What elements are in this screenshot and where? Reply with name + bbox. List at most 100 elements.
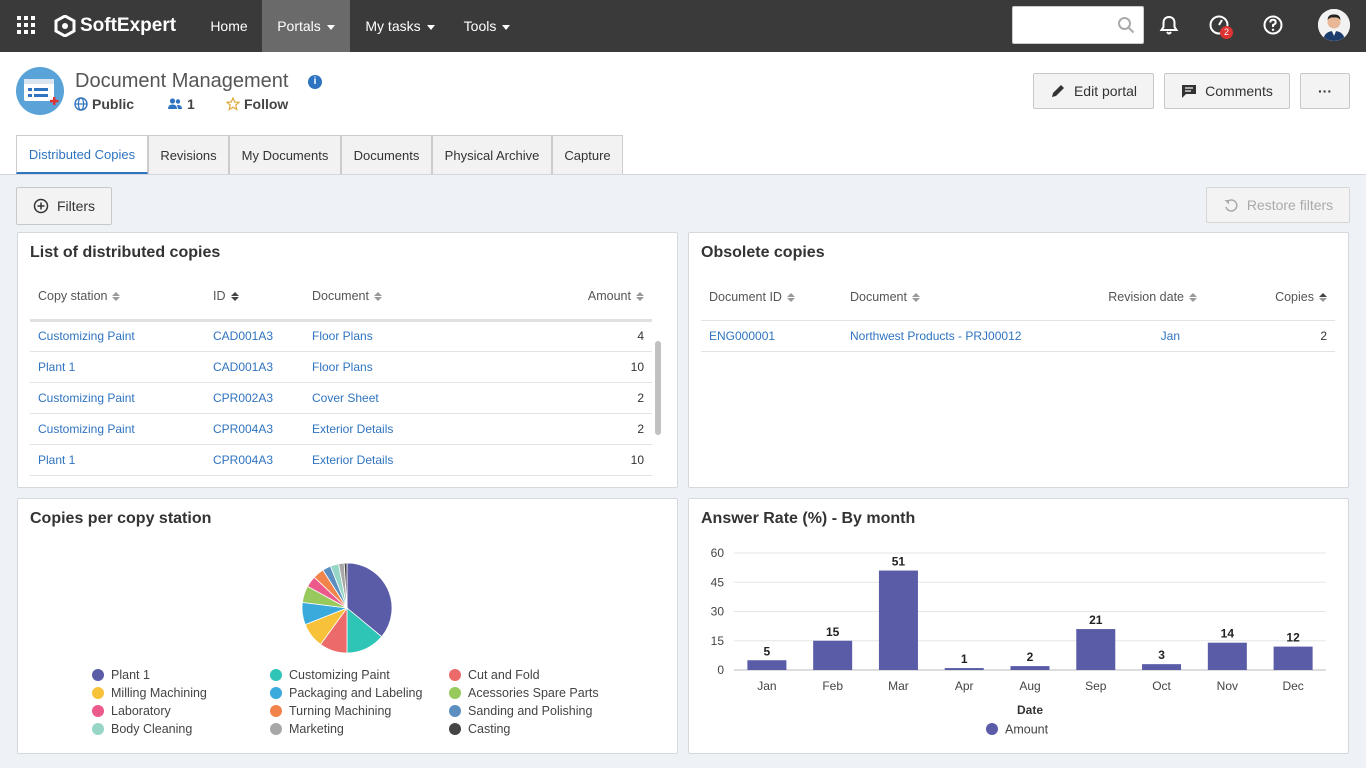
nav-my-tasks[interactable]: My tasks bbox=[352, 0, 448, 52]
nav-portals[interactable]: Portals bbox=[262, 0, 350, 52]
legend-color-swatch[interactable] bbox=[986, 723, 998, 735]
id-cell[interactable]: CPR004A3 bbox=[213, 443, 312, 476]
info-icon[interactable]: i bbox=[308, 75, 322, 89]
apps-grid-icon[interactable] bbox=[17, 16, 35, 34]
legend-color-swatch bbox=[270, 669, 282, 681]
legend-item[interactable]: Casting bbox=[449, 722, 510, 736]
sort-icon bbox=[1189, 292, 1197, 302]
nav-tools[interactable]: Tools bbox=[452, 0, 522, 52]
legend-item[interactable]: Sanding and Polishing bbox=[449, 704, 592, 718]
bar-dec[interactable] bbox=[1273, 646, 1313, 670]
table-row[interactable]: Plant 1 CPR004A3 Exterior Details 10 bbox=[30, 443, 652, 476]
legend-item[interactable]: Laboratory bbox=[92, 704, 171, 718]
nav-portals-label: Portals bbox=[277, 18, 321, 34]
more-options-button[interactable]: ··· bbox=[1300, 73, 1350, 109]
sort-icon bbox=[112, 292, 121, 302]
copy-station-cell[interactable]: Customizing Paint bbox=[30, 318, 213, 351]
bar-nov[interactable] bbox=[1207, 642, 1247, 670]
legend-item[interactable]: Customizing Paint bbox=[270, 668, 390, 682]
legend-color-swatch bbox=[449, 687, 461, 699]
legend-item[interactable]: Body Cleaning bbox=[92, 722, 192, 736]
column-header-document[interactable]: Document bbox=[850, 274, 1060, 320]
legend-label: Marketing bbox=[289, 722, 344, 736]
id-cell[interactable]: CAD001A3 bbox=[213, 318, 312, 351]
copy-station-cell[interactable]: Customizing Paint bbox=[30, 412, 213, 444]
legend-item[interactable]: Packaging and Labeling bbox=[270, 686, 422, 700]
column-header-copy-station[interactable]: Copy station bbox=[30, 274, 213, 320]
legend-item[interactable]: Plant 1 bbox=[92, 668, 150, 682]
column-header-label: ID bbox=[213, 289, 226, 304]
id-cell[interactable]: CAD001A3 bbox=[213, 350, 312, 382]
nav-home[interactable]: Home bbox=[196, 0, 262, 52]
y-tick-label: 30 bbox=[711, 605, 725, 619]
legend-item[interactable]: Cut and Fold bbox=[449, 668, 540, 682]
revision-date-cell[interactable]: Jan bbox=[1060, 319, 1197, 352]
id-cell[interactable]: CPR002A3 bbox=[213, 381, 312, 413]
column-header-document-id[interactable]: Document ID bbox=[701, 274, 850, 320]
table-row[interactable]: Customizing Paint CPR004A3 Exterior Deta… bbox=[30, 412, 652, 444]
tab-my-documents[interactable]: My Documents bbox=[229, 135, 341, 174]
column-header-copies[interactable]: Copies bbox=[1197, 274, 1335, 320]
x-tick-label: Oct bbox=[1152, 679, 1171, 693]
document-id-cell[interactable]: ENG000001 bbox=[701, 319, 850, 352]
search-icon[interactable] bbox=[1117, 16, 1135, 34]
tab-distributed-copies[interactable]: Distributed Copies bbox=[16, 135, 148, 174]
document-cell[interactable]: Floor Plans bbox=[312, 350, 522, 382]
table-row[interactable]: Customizing Paint CAD001A3 Floor Plans 4 bbox=[30, 318, 652, 351]
bar-aug[interactable] bbox=[1010, 666, 1050, 670]
table-scrollbar[interactable] bbox=[655, 341, 661, 435]
pie-slice-plant-1[interactable] bbox=[346, 562, 393, 638]
panel-title: Copies per copy station bbox=[30, 510, 212, 527]
comment-icon bbox=[1182, 84, 1197, 98]
document-cell[interactable]: Cover Sheet bbox=[312, 381, 522, 413]
bar-jan[interactable] bbox=[747, 660, 787, 670]
bar-sep[interactable] bbox=[1076, 629, 1116, 670]
tab-capture[interactable]: Capture bbox=[552, 135, 623, 174]
members-count[interactable]: 1 bbox=[167, 96, 195, 112]
legend-label: Laboratory bbox=[111, 704, 171, 718]
copy-station-cell[interactable]: Plant 1 bbox=[30, 350, 213, 382]
comments-button[interactable]: Comments bbox=[1164, 73, 1290, 109]
follow-toggle[interactable]: Follow bbox=[226, 96, 288, 112]
filters-button[interactable]: Filters bbox=[16, 187, 112, 225]
column-header-revision-date[interactable]: Revision date bbox=[1060, 274, 1197, 320]
tab-physical-archive[interactable]: Physical Archive bbox=[432, 135, 552, 174]
document-cell[interactable]: Exterior Details bbox=[312, 443, 522, 476]
restore-filters-button[interactable]: Restore filters bbox=[1206, 187, 1350, 223]
obsolete-copies-table: Document ID Document Revision date Copie… bbox=[701, 274, 1335, 352]
column-header-document[interactable]: Document bbox=[312, 274, 522, 320]
document-cell[interactable]: Northwest Products - PRJ00012 bbox=[850, 319, 1060, 352]
copy-station-cell[interactable]: Customizing Paint bbox=[30, 381, 213, 413]
bar-apr[interactable] bbox=[944, 668, 984, 670]
column-header-amount[interactable]: Amount bbox=[522, 274, 652, 320]
chevron-down-icon bbox=[426, 24, 435, 30]
tasks-gauge-icon[interactable] bbox=[1208, 14, 1230, 36]
table-row[interactable]: Customizing Paint CPR002A3 Cover Sheet 2 bbox=[30, 381, 652, 413]
brand-logo[interactable]: SoftExpert bbox=[54, 13, 176, 39]
bar-oct[interactable] bbox=[1142, 664, 1182, 670]
bar-mar[interactable] bbox=[878, 570, 918, 670]
legend-item[interactable]: Milling Machining bbox=[92, 686, 207, 700]
tab-documents[interactable]: Documents bbox=[341, 135, 432, 174]
column-header-id[interactable]: ID bbox=[213, 274, 312, 320]
edit-portal-button[interactable]: Edit portal bbox=[1033, 73, 1154, 109]
legend-item[interactable]: Acessories Spare Parts bbox=[449, 686, 599, 700]
legend-item[interactable]: Marketing bbox=[270, 722, 344, 736]
copy-station-cell[interactable]: Plant 1 bbox=[30, 443, 213, 476]
bell-icon[interactable] bbox=[1158, 14, 1180, 36]
table-row[interactable]: Plant 1 CAD001A3 Floor Plans 10 bbox=[30, 350, 652, 382]
pie-slice-casting[interactable] bbox=[343, 562, 348, 609]
legend-item[interactable]: Turning Machining bbox=[270, 704, 391, 718]
document-cell[interactable]: Exterior Details bbox=[312, 412, 522, 444]
tab-revisions[interactable]: Revisions bbox=[148, 135, 229, 174]
id-cell[interactable]: CPR004A3 bbox=[213, 412, 312, 444]
user-avatar[interactable] bbox=[1318, 9, 1350, 41]
help-icon[interactable] bbox=[1262, 14, 1284, 36]
table-row[interactable]: ENG000001 Northwest Products - PRJ00012 … bbox=[701, 319, 1335, 352]
panel-title: Answer Rate (%) - By month bbox=[701, 510, 916, 527]
legend-label[interactable]: Amount bbox=[1005, 723, 1049, 737]
amount-cell: 10 bbox=[522, 443, 652, 476]
bar-feb[interactable] bbox=[813, 640, 853, 670]
document-cell[interactable]: Floor Plans bbox=[312, 318, 522, 351]
search-input[interactable] bbox=[1012, 6, 1144, 44]
